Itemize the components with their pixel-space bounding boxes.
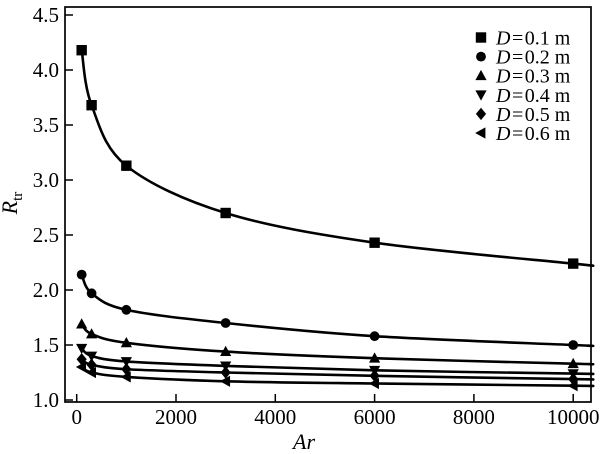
circle-marker: [76, 269, 87, 280]
series-0.2-m: [76, 269, 595, 350]
circle-marker: [86, 288, 97, 299]
triangle-up-marker: [220, 345, 232, 356]
y-tick-label: 1.5: [33, 333, 59, 357]
legend-label: D=0.4 m: [495, 85, 571, 107]
y-tick-label: 4.0: [33, 58, 59, 82]
square-marker: [220, 207, 231, 219]
legend-label: D=0.5 m: [495, 104, 571, 126]
square-marker: [369, 237, 380, 248]
y-tick-label: 4.5: [33, 3, 59, 27]
series-0.3-m: [76, 318, 595, 369]
legend-item: D=0.2 m: [476, 47, 571, 69]
triangle-left-marker: [75, 361, 87, 373]
legend-label: D=0.2 m: [495, 47, 571, 69]
triangle-up-marker: [567, 357, 579, 369]
legend-item: D=0.6 m: [475, 123, 571, 145]
x-tick-label: 0: [71, 405, 82, 429]
y-axis-title: Rtr: [0, 192, 26, 216]
diamond-marker: [369, 369, 380, 382]
circle-marker: [476, 51, 486, 62]
x-tick-label: 6000: [354, 405, 396, 429]
y-tick-label: 3.0: [33, 168, 59, 192]
legend-item: D=0.1 m: [475, 28, 571, 50]
x-tick-label: 8000: [453, 405, 495, 429]
diamond-marker: [76, 353, 87, 366]
triangle-left-marker: [120, 371, 131, 383]
fit-curve: [80, 273, 595, 348]
triangle-left-marker: [219, 375, 231, 387]
legend-item: D=0.5 m: [475, 104, 571, 126]
series-0.6-m: [75, 361, 595, 392]
legend-item: D=0.3 m: [475, 66, 571, 88]
x-tick-label: 10000: [547, 405, 600, 429]
diamond-marker: [475, 107, 487, 121]
triangle-up-marker: [369, 352, 381, 363]
triangle-left-marker: [475, 127, 486, 139]
triangle-left-marker: [368, 377, 379, 390]
series-0.4-m: [76, 343, 595, 380]
series-group: [75, 45, 595, 392]
legend-label: D=0.3 m: [495, 66, 571, 88]
legend-label: D=0.6 m: [495, 123, 571, 145]
triangle-up-marker: [85, 328, 98, 339]
y-axis: 1.0 1.5 2.0 2.5 3.0 3.5 4.0 4.5: [33, 3, 73, 412]
square-marker: [86, 100, 97, 111]
diamond-marker: [86, 358, 97, 371]
circle-marker: [220, 318, 231, 328]
triangle-up-marker: [475, 69, 487, 81]
y-tick-label: 1.0: [33, 388, 59, 412]
x-tick-label: 4000: [254, 405, 296, 429]
fit-curve: [80, 347, 595, 376]
x-tick-label: 2000: [155, 405, 197, 429]
triangle-left-marker: [567, 380, 578, 392]
circle-marker: [568, 340, 579, 350]
square-marker: [568, 258, 579, 269]
legend: D=0.1 mD=0.2 mD=0.3 mD=0.4 mD=0.5 mD=0.6…: [475, 28, 571, 145]
y-tick-label: 2.5: [33, 223, 59, 247]
square-marker: [76, 45, 87, 56]
plot-border: [64, 6, 592, 403]
square-marker: [121, 160, 132, 171]
triangle-down-marker: [76, 343, 88, 355]
diamond-marker: [220, 366, 231, 379]
triangle-down-marker: [85, 351, 98, 362]
triangle-left-marker: [85, 366, 96, 379]
triangle-up-marker: [120, 337, 132, 348]
legend-item: D=0.4 m: [475, 85, 571, 107]
x-axis-title: Ar: [291, 429, 315, 454]
y-tick-label: 3.5: [33, 113, 59, 137]
triangle-up-marker: [76, 318, 88, 329]
x-axis: 0 2000 4000 6000 8000 10000: [71, 394, 599, 429]
diamond-marker: [121, 363, 132, 376]
series-0.1-m: [76, 45, 595, 269]
triangle-down-marker: [475, 90, 487, 101]
circle-marker: [121, 304, 132, 315]
triangle-down-marker: [120, 357, 132, 368]
fit-curve: [80, 48, 595, 267]
square-marker: [475, 32, 487, 43]
circle-marker: [369, 331, 380, 342]
legend-label: D=0.1 m: [495, 28, 571, 50]
series-0.5-m: [76, 353, 595, 386]
y-tick-label: 2.0: [33, 278, 59, 302]
